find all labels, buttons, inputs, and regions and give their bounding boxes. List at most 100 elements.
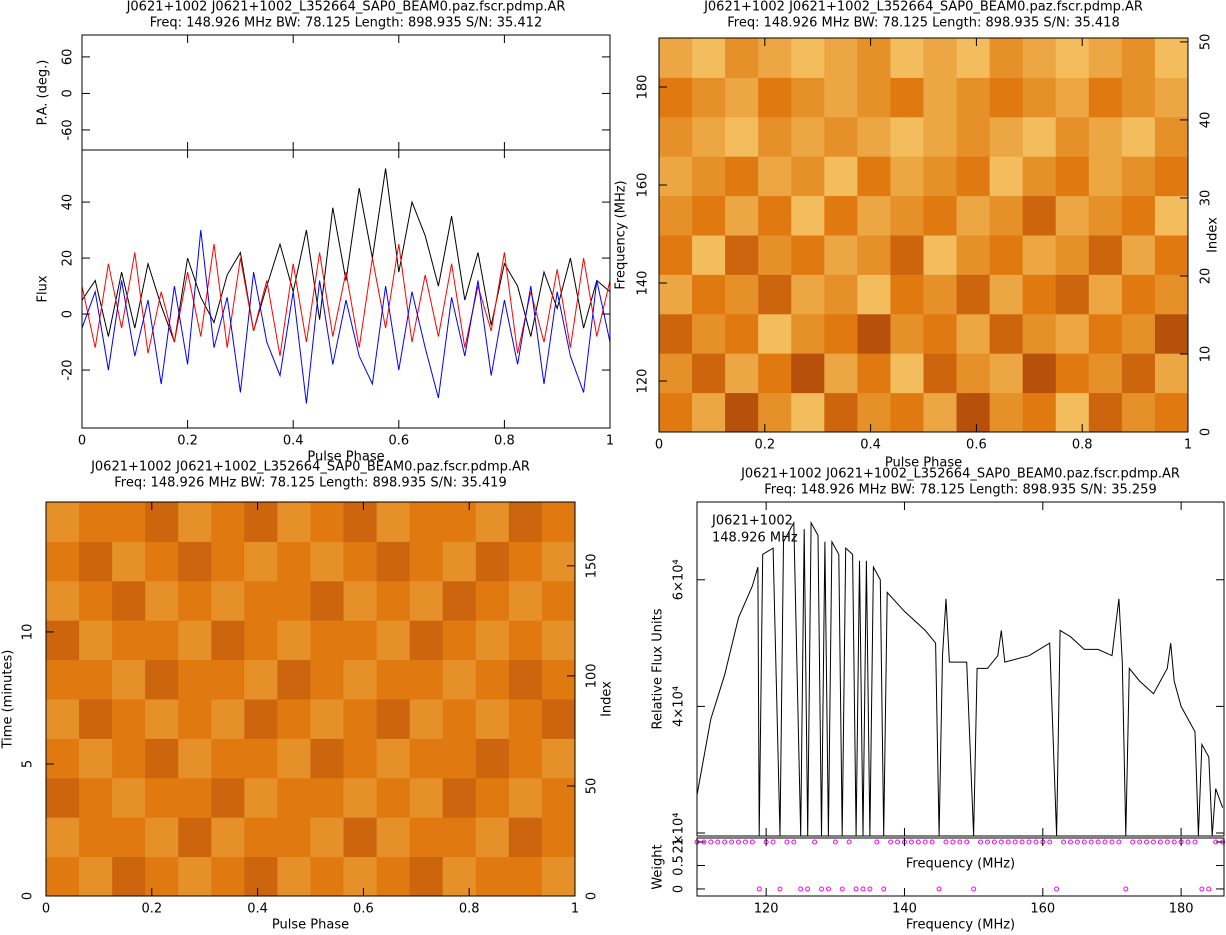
heatmap-cell [824,392,858,433]
y-tick-label: 10 [1199,346,1214,363]
heatmap-cell [824,156,858,197]
heatmap-cell [376,856,411,897]
heatmap-cell [178,699,212,739]
heatmap-cell [1055,392,1090,433]
heatmap-cell [475,738,510,779]
heatmap-cell [343,777,378,818]
heatmap-cell [112,620,146,661]
heatmap-cell [145,856,179,897]
weight-point [1130,839,1136,845]
heatmap-cell [277,580,311,621]
heatmap-cell [343,659,378,700]
x-tick-label: 0 [78,434,86,449]
weight-point [950,839,956,845]
x-tick-label: 0.2 [141,902,162,917]
heatmap-cell [178,580,212,621]
heatmap-cell [112,659,146,700]
weight-point [1185,839,1191,845]
weight-point [1137,839,1143,845]
weight-point [818,886,824,892]
weight-point [1081,839,1087,845]
weight-point [715,839,721,845]
heatmap-cell [244,777,278,818]
heatmap-cell [989,156,1024,197]
heatmap-cell [857,77,891,118]
heatmap-cell [79,699,113,739]
y-axis-label: Time (minutes) [1,650,16,750]
weight-point [1061,839,1067,845]
heatmap-cell [1088,392,1123,433]
heatmap-cell [211,856,245,897]
weight-point [1005,839,1011,845]
heatmap-cell [145,580,179,621]
weight-point [1088,839,1094,845]
heatmap-cell [475,817,510,858]
heatmap-cell [1121,274,1156,315]
heatmap-cell [475,856,510,897]
heatmap-cell [1088,156,1123,197]
heatmap-cell [442,699,477,739]
heatmap-cell [1154,313,1189,354]
weight-point [1074,839,1080,845]
heatmap-cell [692,38,726,78]
heatmap-cell [857,313,891,354]
x-tick-label: 1 [571,902,579,917]
heatmap-cell [475,777,510,818]
weight-point [881,886,887,892]
heatmap-cell [857,274,891,315]
x-axis-label: Frequency (MHz) [906,857,1015,872]
heatmap-cell [659,235,693,275]
weight-point [1206,886,1212,892]
x-tick-label: 0.6 [353,902,374,917]
heatmap-cell [310,817,345,858]
weight-point [708,839,714,845]
x-tick-label: 0.8 [494,434,515,449]
heatmap-cell [1088,235,1123,275]
heatmap-cell [310,580,345,621]
heatmap-cell [1088,38,1123,78]
heatmap-cell [211,777,245,818]
heatmap-cell [659,156,693,197]
heatmap-cell [376,580,411,621]
weight-point [1116,839,1122,845]
heatmap-cell [508,856,543,897]
heatmap-cell [725,392,759,433]
heatmap-cell [1154,392,1189,433]
heatmap-cell [277,699,311,739]
weight-point [943,839,949,845]
y-tick-label: 6×10⁴ [672,559,687,600]
y-tick-label: 150 [585,553,600,578]
heatmap-cell [1022,116,1057,157]
x-tick-label: 0.4 [247,902,268,917]
weight-point [1054,886,1060,892]
heatmap-cell [46,817,80,858]
heatmap-cell [244,699,278,739]
heatmap-cell [310,699,345,739]
heatmap-cell [956,156,991,197]
plot-frame [45,501,576,897]
y-tick-label: 140 [636,271,651,296]
y-tick-label: 60 [61,49,76,66]
heatmap-cell [1022,353,1057,394]
weight-point [791,839,797,845]
heatmap-cell [442,620,477,661]
heatmap-cell [692,235,726,275]
weight-point [805,886,811,892]
heatmap-cell [310,620,345,661]
heatmap-cell [112,817,146,858]
heatmap-cell [178,502,212,542]
heatmap-cell [890,156,924,197]
heatmap-cell [310,856,345,897]
x-axis-label: Pulse Phase [885,456,962,471]
heatmap-cell [277,817,311,858]
heatmap-cell [1022,156,1057,197]
heatmap-cell [923,38,958,78]
heatmap-cell [659,274,693,315]
heatmap-cell [1055,235,1090,275]
heatmap-cell [1055,313,1090,354]
heatmap-cell [46,580,80,621]
heatmap-cell [1121,116,1156,157]
heatmap-cell [1121,38,1156,78]
weight-point [853,886,859,892]
heatmap-cell [923,353,958,394]
